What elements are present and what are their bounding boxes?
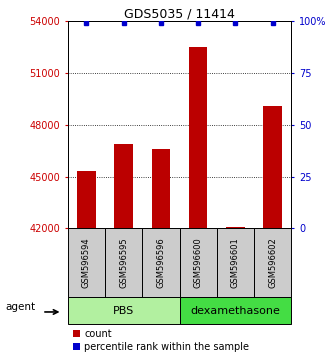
Title: GDS5035 / 11414: GDS5035 / 11414	[124, 7, 235, 20]
Text: GSM596600: GSM596600	[194, 238, 203, 288]
Legend: count, percentile rank within the sample: count, percentile rank within the sample	[73, 329, 249, 352]
Text: agent: agent	[5, 302, 35, 313]
Bar	[263, 106, 282, 228]
Text: GSM596596: GSM596596	[157, 238, 166, 288]
Text: GSM596594: GSM596594	[82, 238, 91, 288]
Bar	[179, 228, 217, 297]
Text: GSM596601: GSM596601	[231, 238, 240, 288]
Text: GSM596602: GSM596602	[268, 238, 277, 288]
Bar	[189, 47, 208, 228]
Bar	[179, 297, 291, 324]
Bar	[217, 228, 254, 297]
Text: GSM596595: GSM596595	[119, 238, 128, 288]
Text: PBS: PBS	[113, 306, 134, 316]
Bar	[152, 149, 170, 228]
Bar	[142, 228, 179, 297]
Bar	[226, 227, 245, 228]
Text: dexamethasone: dexamethasone	[190, 306, 280, 316]
Bar	[77, 171, 96, 228]
Bar	[115, 144, 133, 228]
Bar	[68, 228, 105, 297]
Bar	[105, 228, 142, 297]
Bar	[68, 297, 179, 324]
Bar	[254, 228, 291, 297]
